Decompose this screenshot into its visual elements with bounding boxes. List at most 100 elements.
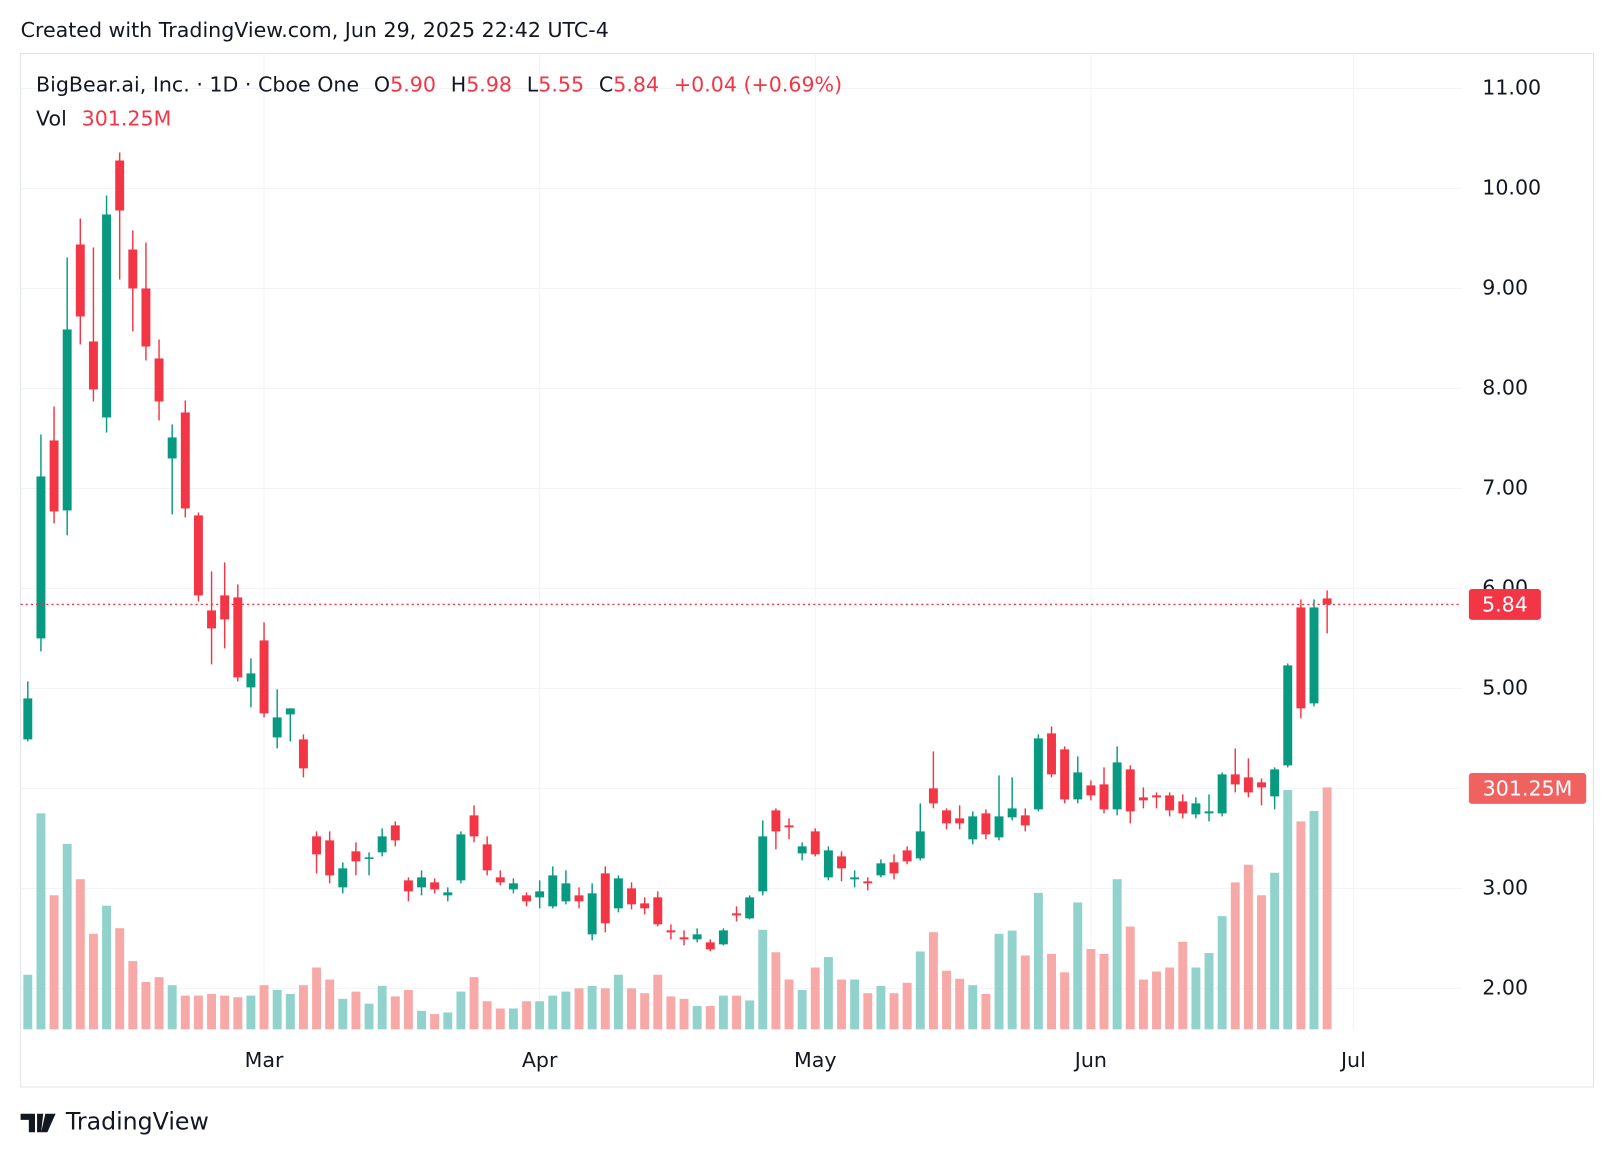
volume-bar: [62, 843, 72, 1030]
volume-bar: [1230, 882, 1240, 1030]
volume-bar: [876, 985, 886, 1030]
volume-bar: [298, 985, 308, 1030]
candle-body: [285, 708, 295, 715]
candle-body: [1230, 774, 1240, 785]
candle-body: [863, 881, 873, 884]
volume-bar: [180, 995, 190, 1030]
candle-body: [850, 877, 860, 880]
candle-body: [115, 160, 125, 211]
volume-bar: [75, 879, 85, 1030]
candle-body: [587, 893, 597, 935]
candle-body: [1007, 808, 1017, 818]
volume-bar: [627, 988, 636, 1030]
legend-key: H: [451, 72, 466, 96]
candle-body: [88, 341, 98, 390]
candle-body: [600, 873, 610, 924]
volume-bar: [784, 979, 794, 1030]
candle-body: [797, 846, 807, 854]
volume-bar: [154, 977, 164, 1030]
volume-bar: [351, 991, 361, 1030]
volume-bar: [338, 998, 348, 1030]
volume-bar: [1138, 979, 1148, 1030]
volume-bar: [49, 895, 59, 1030]
candle-body: [981, 813, 991, 835]
candle-body: [968, 816, 978, 840]
candle-body: [1217, 774, 1227, 814]
footer-logo: TradingView: [20, 1108, 209, 1136]
candle-body: [627, 888, 636, 905]
candle-body: [351, 851, 361, 862]
y-tick-label: 9.00: [1482, 275, 1528, 299]
candle-body: [994, 816, 1004, 838]
volume-bar: [1073, 902, 1083, 1030]
volume-bar: [325, 979, 335, 1030]
y-tick-label: 11.00: [1482, 76, 1541, 100]
candle-body: [377, 836, 387, 853]
candle-body: [902, 850, 912, 862]
volume-bar: [1243, 864, 1253, 1030]
candle-body: [548, 875, 558, 907]
volume-bar: [968, 985, 978, 1030]
candle-body: [692, 934, 702, 940]
volume-bar: [482, 1001, 492, 1030]
candle-body: [535, 891, 545, 898]
candle-body: [456, 834, 466, 881]
candle-body: [403, 880, 413, 892]
volume-bar: [1178, 941, 1188, 1030]
candle-body: [167, 437, 177, 459]
legend-key: L: [527, 72, 539, 96]
volume-bar: [390, 996, 400, 1030]
y-tick-label: 10.00: [1482, 175, 1541, 199]
volume-bar: [88, 933, 98, 1030]
volume-bar: [732, 995, 741, 1030]
legend-value: 5.90: [390, 72, 436, 96]
volume-bar: [718, 995, 728, 1030]
volume-bar: [364, 1003, 374, 1030]
volume-bar: [942, 970, 951, 1030]
volume-bar: [469, 977, 479, 1030]
volume-bar: [128, 961, 138, 1030]
candle-body: [653, 897, 663, 925]
candle-body: [1125, 769, 1135, 812]
y-tick-label: 8.00: [1482, 375, 1528, 399]
volume-bar: [1309, 810, 1319, 1030]
volume-bar: [535, 1001, 545, 1030]
volume-bar: [417, 1010, 427, 1030]
volume-bar: [653, 974, 663, 1030]
candle-body: [23, 698, 33, 740]
volume-bar: [758, 929, 768, 1030]
candle-body: [955, 818, 965, 824]
volume-bar: [600, 988, 610, 1030]
volume-bar: [285, 994, 295, 1030]
candle-body: [417, 877, 427, 888]
candle-body: [1165, 795, 1175, 811]
candle-body: [102, 214, 112, 418]
candle-body: [928, 788, 938, 804]
volume-bar: [233, 997, 243, 1030]
volume-bar: [1296, 821, 1306, 1030]
volume-bar: [994, 933, 1004, 1030]
volume-bar: [1086, 949, 1096, 1030]
volume-pane: [23, 787, 1332, 1030]
last-volume-label: 301.25M: [1483, 777, 1573, 801]
volume-bar: [928, 932, 938, 1030]
last-price-label: 5.84: [1482, 592, 1528, 616]
volume-bar: [587, 985, 597, 1030]
candle-body: [49, 440, 59, 512]
candle-body: [613, 878, 623, 909]
volume-bar: [850, 979, 860, 1030]
candle-body: [36, 476, 46, 639]
candle-body: [1112, 762, 1122, 810]
volume-bar: [863, 993, 873, 1030]
volume-bar: [246, 995, 256, 1030]
candle-body: [1296, 607, 1306, 709]
frame: [20, 53, 1594, 1088]
candle-body: [876, 863, 886, 876]
last-volume-box: [1468, 773, 1587, 804]
logo-icon: [20, 1113, 56, 1133]
volume-bar: [36, 813, 46, 1030]
volume-bar: [115, 928, 125, 1030]
volume-bar: [915, 951, 925, 1030]
volume-bar: [666, 996, 676, 1030]
volume-bar: [1047, 953, 1056, 1030]
